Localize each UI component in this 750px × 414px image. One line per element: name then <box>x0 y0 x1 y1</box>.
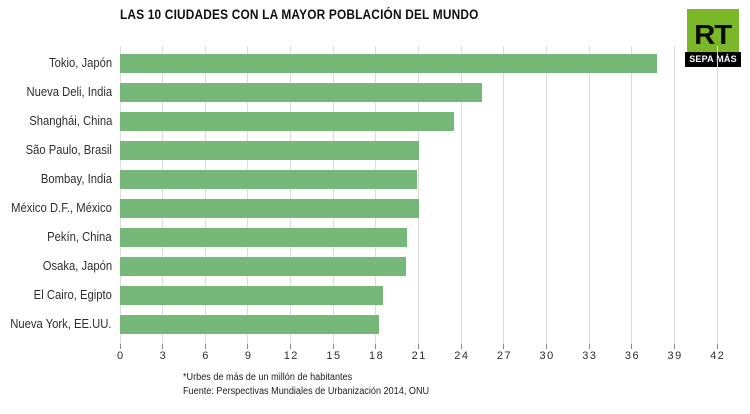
category-label: México D.F., México <box>11 200 112 215</box>
bar <box>120 111 455 131</box>
footnote-note: *Urbes de más de un millón de habitantes <box>183 372 353 383</box>
gridline <box>716 46 718 344</box>
x-tick-label: 18 <box>368 350 385 362</box>
bar <box>120 256 406 276</box>
x-tick-label: 9 <box>244 350 253 362</box>
x-tick-label: 3 <box>159 350 168 362</box>
gridline <box>204 46 206 344</box>
category-label: Tokio, Japón <box>48 55 112 70</box>
rt-logo-green-box: RT <box>687 9 739 52</box>
gridline <box>290 46 292 344</box>
category-label: São Paulo, Brasil <box>25 142 112 157</box>
x-tick-label: 42 <box>710 350 726 362</box>
gridline <box>673 46 675 344</box>
x-tick <box>332 344 334 349</box>
x-tick <box>247 344 249 349</box>
x-tick <box>418 344 419 349</box>
bar <box>120 53 658 73</box>
bar <box>120 198 419 218</box>
x-tick-label: 6 <box>202 350 210 362</box>
x-tick <box>290 344 292 349</box>
x-tick-label: 12 <box>283 350 299 362</box>
footnote-source: Fuente: Perspectivas Mundiales de Urbani… <box>183 386 430 397</box>
chart-title: LAS 10 CIUDADES CON LA MAYOR POBLACIÓN D… <box>120 7 479 22</box>
x-tick <box>588 344 590 349</box>
gridline <box>332 46 334 344</box>
category-label: Osaka, Japón <box>42 258 112 273</box>
x-tick-label: 30 <box>539 350 555 362</box>
gridline <box>503 46 505 344</box>
x-tick-label: 21 <box>411 350 427 362</box>
chart-footnote: *Urbes de más de un millón de habitantes… <box>183 371 429 399</box>
category-label: Pekín, China <box>47 229 112 244</box>
gridline <box>545 46 547 344</box>
x-tick <box>204 344 206 349</box>
category-label: Nueva Deli, India <box>26 84 112 99</box>
bar <box>120 285 383 305</box>
x-tick-label: 36 <box>624 350 641 362</box>
x-tick <box>503 344 505 349</box>
plot-area: 0 3 6 9 12 15 18 21 24 27 30 33 36 39 42 Tokio, Japón Nu… <box>11 46 724 362</box>
category-label: Nueva York, EE.UU. <box>10 316 112 331</box>
bar <box>120 140 419 160</box>
gridline <box>162 46 164 344</box>
bar <box>120 82 483 102</box>
gridline <box>247 46 249 344</box>
x-tick <box>375 344 377 349</box>
gridline <box>418 46 419 344</box>
bar <box>120 169 418 189</box>
x-tick-label: 0 <box>116 350 125 362</box>
gridline <box>119 46 121 344</box>
category-label: Shanghái, China <box>28 113 112 128</box>
rt-logo-tagline: SEPA MÁS <box>685 52 741 67</box>
x-tick-label: 27 <box>496 350 513 362</box>
x-tick <box>716 344 718 349</box>
bar <box>120 314 379 334</box>
gridline <box>375 46 377 344</box>
x-tick <box>631 344 633 349</box>
rt-logo: RT SEPA MÁS <box>685 9 741 67</box>
rt-logo-letters: RT <box>694 19 732 50</box>
gridline <box>588 46 590 344</box>
x-tick-label: 24 <box>454 350 470 362</box>
x-tick <box>162 344 164 349</box>
x-tick <box>545 344 547 349</box>
x-tick <box>673 344 675 349</box>
gridline <box>631 46 633 344</box>
x-tick-label: 33 <box>582 350 598 362</box>
x-tick <box>460 344 462 349</box>
category-label: Bombay, India <box>40 171 112 186</box>
x-tick-label: 39 <box>667 350 683 362</box>
x-tick <box>119 344 121 349</box>
gridline <box>460 46 462 344</box>
x-tick-label: 15 <box>326 350 342 362</box>
bar <box>120 227 408 247</box>
category-label: El Cairo, Egipto <box>33 287 112 302</box>
